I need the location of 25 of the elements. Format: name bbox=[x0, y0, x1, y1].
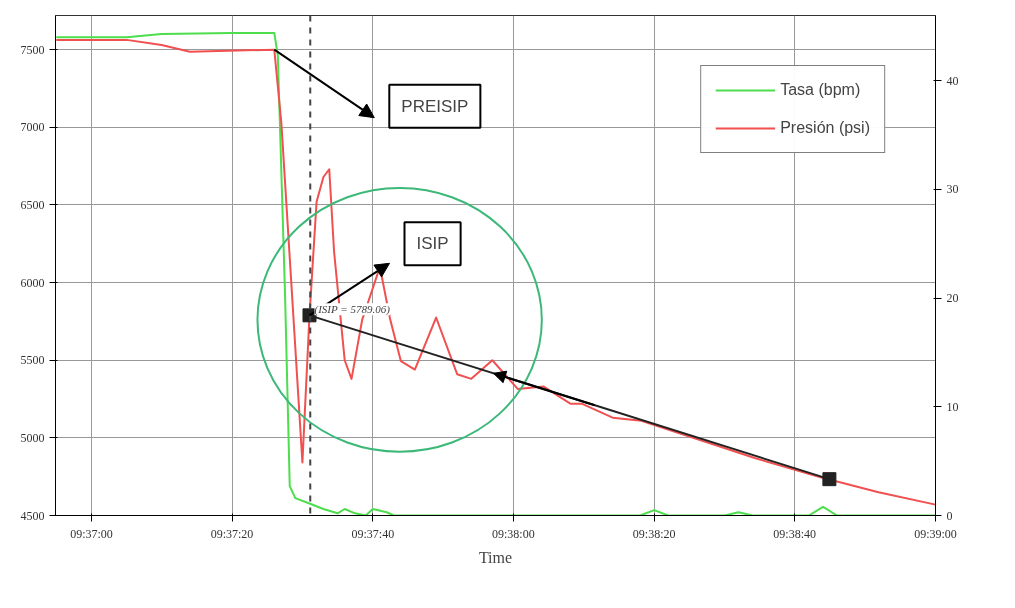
y2-tick-label: 0 bbox=[946, 508, 953, 523]
x-tick-label: 09:37:20 bbox=[210, 526, 254, 541]
legend-label: Presión (psi) bbox=[780, 119, 870, 137]
y-tick-label: 5000 bbox=[20, 430, 45, 445]
annotation: (ISIP = 5789.06) bbox=[314, 303, 391, 317]
x-tick-label: 09:38:00 bbox=[492, 526, 535, 541]
annotation: PREISIP bbox=[401, 96, 469, 116]
x-tick-label: 09:37:40 bbox=[351, 526, 395, 541]
y2-tick-label: 10 bbox=[946, 399, 959, 414]
x-tick-label: 09:39:00 bbox=[914, 526, 957, 541]
y-tick-label: 6500 bbox=[20, 197, 45, 212]
y-tick-label: 4500 bbox=[20, 508, 45, 523]
y-tick-label: 5500 bbox=[20, 353, 45, 368]
y2-tick-label: 20 bbox=[946, 291, 959, 306]
x-axis-title: Time bbox=[478, 548, 513, 566]
y2-tick-label: 30 bbox=[946, 182, 959, 197]
x-tick-label: 09:38:40 bbox=[773, 526, 817, 541]
legend-label: Tasa (bpm) bbox=[780, 81, 861, 99]
y-tick-label: 7000 bbox=[20, 120, 45, 135]
annotation: ISIP bbox=[416, 234, 449, 254]
x-tick-label: 09:38:20 bbox=[632, 526, 676, 541]
y2-tick-label: 40 bbox=[946, 73, 959, 88]
y-tick-label: 7500 bbox=[20, 42, 45, 57]
y-tick-label: 6000 bbox=[20, 275, 45, 290]
x-tick-label: 09:37:00 bbox=[70, 526, 113, 541]
